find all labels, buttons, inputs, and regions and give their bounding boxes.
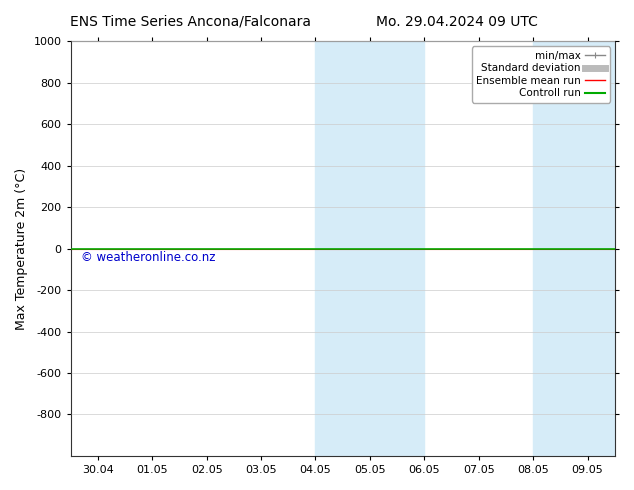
Y-axis label: Max Temperature 2m (°C): Max Temperature 2m (°C): [15, 168, 28, 330]
Legend: min/max, Standard deviation, Ensemble mean run, Controll run: min/max, Standard deviation, Ensemble me…: [472, 47, 610, 102]
Text: ENS Time Series Ancona/Falconara: ENS Time Series Ancona/Falconara: [70, 15, 311, 29]
Text: Mo. 29.04.2024 09 UTC: Mo. 29.04.2024 09 UTC: [375, 15, 538, 29]
Bar: [316, 41, 370, 456]
Bar: [533, 41, 588, 456]
Text: © weatheronline.co.nz: © weatheronline.co.nz: [81, 251, 216, 264]
Bar: [588, 41, 634, 456]
Bar: [370, 41, 424, 456]
